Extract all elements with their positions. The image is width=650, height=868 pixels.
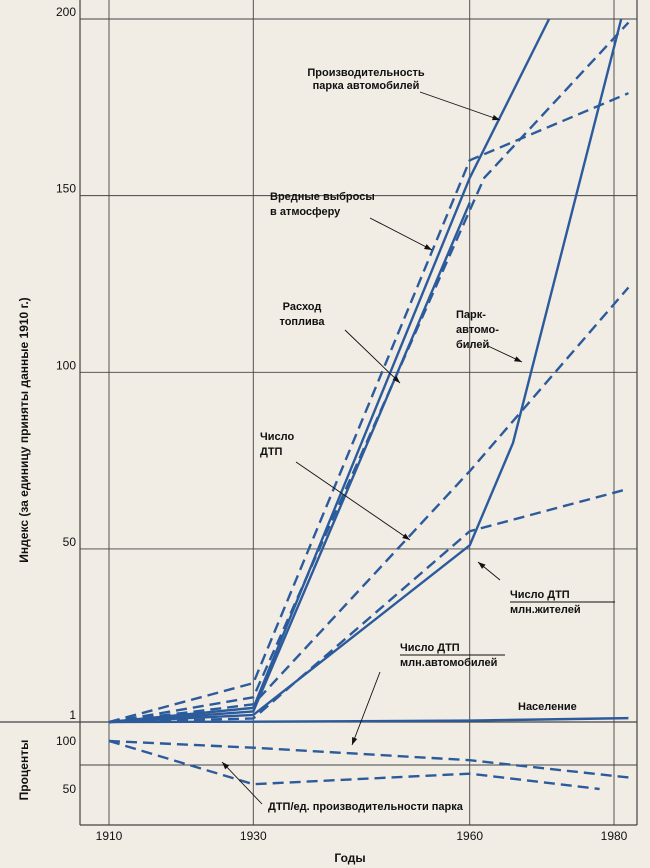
y-tick-label-50: 50 [63, 535, 77, 549]
series-line-1 [108, 92, 629, 724]
annotation-leaders [221, 91, 615, 805]
annotation-label-8: ДТП/ед. производительности парка [268, 801, 464, 813]
y-tick-label-100: 100 [56, 358, 76, 372]
series-line-4 [108, 18, 623, 724]
y-tick-label-lower-100: 100 [56, 734, 76, 748]
series-line-0 [108, 18, 551, 724]
y-tick-label-1: 1 [69, 708, 76, 722]
annotation-label-5: Число ДТП млн.жителей [510, 589, 581, 616]
y-tick-label-150: 150 [56, 182, 76, 196]
annotation-leader-8 [221, 761, 263, 805]
x-tick-label-1930: 1930 [240, 829, 267, 843]
annotation-label-1: Вредные выбросы в атмосферу [270, 191, 375, 218]
annotation-arrowhead-4 [402, 533, 410, 540]
annotation-label-7: Население [518, 701, 577, 713]
series-line-6 [108, 487, 629, 724]
annotation-leader-6 [351, 671, 381, 746]
annotation-label-3: Парк-автомо-билей [456, 309, 499, 351]
x-tick-label-1980: 1980 [601, 829, 628, 843]
series-line-9 [108, 739, 600, 791]
annotation-arrowhead-2 [392, 375, 400, 383]
annotation-label-4: Число ДТП [260, 431, 294, 458]
y-tick-label-200: 200 [56, 5, 76, 19]
annotation-label-0: Производительность парка автомобилей [307, 67, 424, 92]
y-axis-label-upper: Индекс (за единицу приняты данные 1910 г… [17, 297, 31, 562]
series-layer [108, 18, 630, 791]
grid [0, 0, 638, 826]
y-axis-label-lower: Проценты [17, 740, 31, 801]
annotation-leader-2 [344, 329, 401, 384]
annotation-label-6: Число ДТП млн.автомобилей [400, 642, 497, 669]
annotation-arrowhead-0 [492, 114, 500, 121]
annotation-leader-4 [295, 461, 411, 541]
x-axis-label: Годы [334, 851, 365, 865]
annotation-arrowhead-6 [352, 737, 358, 745]
x-tick-label-1960: 1960 [456, 829, 483, 843]
y-tick-label-lower-50: 50 [63, 782, 77, 796]
annotation-arrowhead-1 [424, 244, 432, 250]
annotation-arrowhead-8 [222, 762, 230, 770]
annotation-leader-1 [369, 217, 433, 251]
annotation-label-2: Расход топлива [279, 301, 325, 328]
x-tick-label-1910: 1910 [96, 829, 123, 843]
series-line-8 [108, 739, 629, 779]
annotation-leader-0 [419, 91, 501, 121]
annotation-arrowhead-5 [478, 562, 486, 569]
series-line-5 [108, 286, 630, 724]
annotation-arrowhead-3 [514, 356, 522, 362]
